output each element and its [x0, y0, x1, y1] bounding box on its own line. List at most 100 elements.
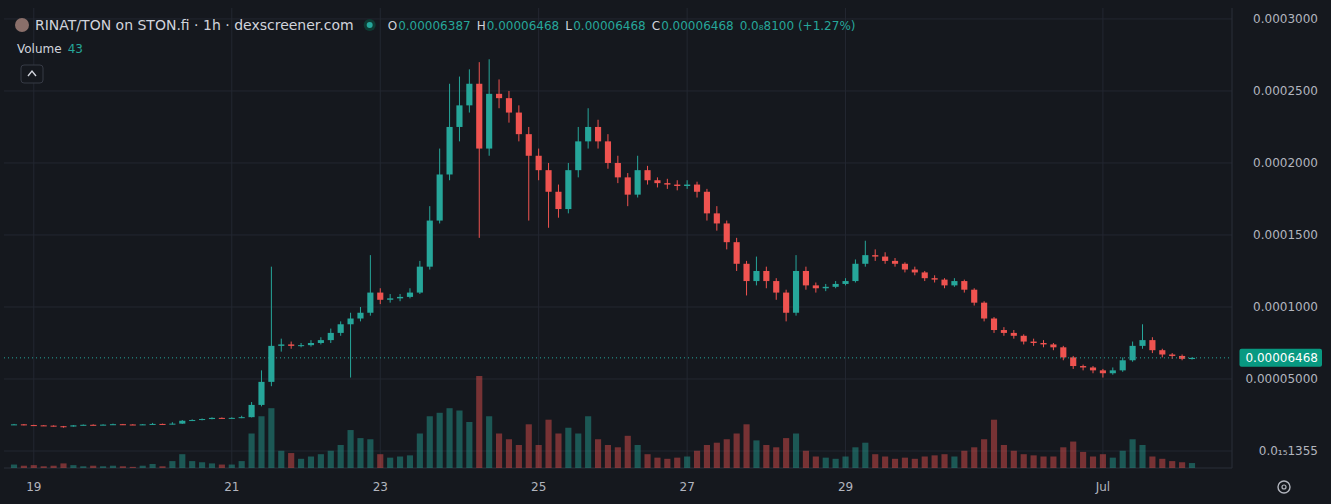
volume-bar	[1060, 447, 1066, 468]
candle-body	[367, 293, 373, 313]
candle-body	[714, 213, 720, 223]
volume-bar	[704, 445, 710, 468]
candle-body	[842, 281, 848, 284]
candle-body	[348, 319, 354, 325]
candle-body	[80, 425, 86, 426]
volume-bar	[159, 466, 165, 468]
candle-body	[90, 425, 96, 426]
volume-bar	[308, 457, 314, 469]
candle-body	[892, 261, 898, 264]
ohlc-key: H	[477, 19, 486, 33]
volume-bar	[654, 458, 660, 468]
grid-line-x	[538, 8, 539, 468]
candle-body	[140, 424, 146, 425]
settings-icon[interactable]	[1278, 481, 1290, 493]
candle-body	[734, 242, 740, 264]
candle-body	[694, 185, 700, 192]
candle-body	[803, 271, 809, 285]
volume-bar	[120, 466, 126, 468]
ohlc-value: 0.00006468	[661, 19, 734, 33]
volume-bar	[852, 447, 858, 468]
candle-body	[41, 425, 47, 426]
volume-bar	[1139, 445, 1145, 468]
candle-body	[971, 290, 977, 303]
volume-bar	[862, 443, 868, 468]
x-tick-label: 23	[373, 480, 388, 494]
candle-body	[60, 426, 66, 427]
volume-bar	[1110, 458, 1116, 468]
candle-body	[486, 94, 492, 149]
candle-body	[674, 185, 680, 186]
collapse-button[interactable]	[21, 65, 43, 83]
volume-bar	[90, 466, 96, 468]
grid-line-x	[1102, 8, 1103, 468]
grid	[4, 8, 1232, 468]
candle-body	[209, 418, 215, 419]
volume-bar	[298, 459, 304, 468]
volume-bar	[407, 455, 413, 468]
token-icon	[15, 18, 29, 32]
last-price-line	[4, 357, 1232, 358]
volume-label: Volume	[17, 42, 62, 56]
candle-body	[565, 170, 571, 209]
volume-bar	[872, 454, 878, 468]
volume-bar	[328, 451, 334, 468]
candle-body	[1021, 336, 1027, 342]
candle-body	[753, 271, 759, 281]
y-axis-line	[1232, 8, 1233, 468]
last-price-label: 0.00006468	[1245, 351, 1318, 365]
ohlc-key: C	[652, 19, 660, 33]
y-tick-label: 0.0001000	[1253, 300, 1318, 314]
volume-bar	[140, 466, 146, 468]
candle-body	[70, 425, 76, 426]
candle-body	[308, 343, 314, 345]
candle-body	[654, 180, 660, 183]
volume-bar	[833, 459, 839, 468]
volume-bar	[130, 467, 136, 468]
candle-body	[912, 270, 918, 273]
candle-body	[536, 156, 542, 170]
candle-body	[1040, 343, 1046, 344]
candle-body	[11, 424, 17, 425]
volume-bar	[763, 445, 769, 468]
y-tick-label: 0.0003000	[1253, 12, 1318, 26]
volume-bar	[1011, 451, 1017, 468]
grid-line-x	[687, 8, 688, 468]
volume-bar	[951, 457, 957, 469]
candle-body	[1001, 330, 1007, 333]
settings-icon-center	[1282, 485, 1286, 489]
candle-body	[1011, 333, 1017, 336]
grid-line-x	[231, 8, 232, 468]
volume-bar	[1001, 445, 1007, 468]
plot-data	[11, 59, 1195, 468]
candle-body	[456, 105, 462, 127]
y-tick-label: 0.00005000	[1245, 372, 1318, 386]
ohlc-key: L	[565, 19, 572, 33]
candle-body	[852, 264, 858, 281]
volume-bar	[615, 447, 621, 468]
status-dot	[367, 22, 373, 28]
chart: 0.0₁₅1355 0.00005000 0.0001000 0.0001500 0.0…	[0, 0, 1331, 504]
ohlc-key: O	[388, 19, 397, 33]
candle-body	[1100, 370, 1106, 373]
candle-body	[684, 185, 690, 186]
candle-body	[862, 255, 868, 264]
candle-body	[773, 281, 779, 293]
volume-bar	[813, 457, 819, 469]
volume-bar	[150, 464, 156, 468]
change: 0.0₈8100 (+1.27%)	[740, 19, 856, 33]
candle-body	[1070, 357, 1076, 366]
candle-body	[635, 170, 641, 194]
candle-body	[377, 293, 383, 300]
volume-bar	[902, 458, 908, 468]
volume-bar	[734, 434, 740, 469]
candle-body	[555, 192, 561, 209]
volume-bar	[635, 445, 641, 468]
y-tick-label: 0.0₁₅1355	[1259, 444, 1318, 458]
candle-body	[882, 257, 888, 261]
candle-body	[595, 127, 601, 141]
y-tick-label: 0.0001500	[1253, 228, 1318, 242]
volume-bar	[714, 443, 720, 468]
x-tick-label: 29	[838, 480, 853, 494]
candle-body	[179, 421, 185, 424]
